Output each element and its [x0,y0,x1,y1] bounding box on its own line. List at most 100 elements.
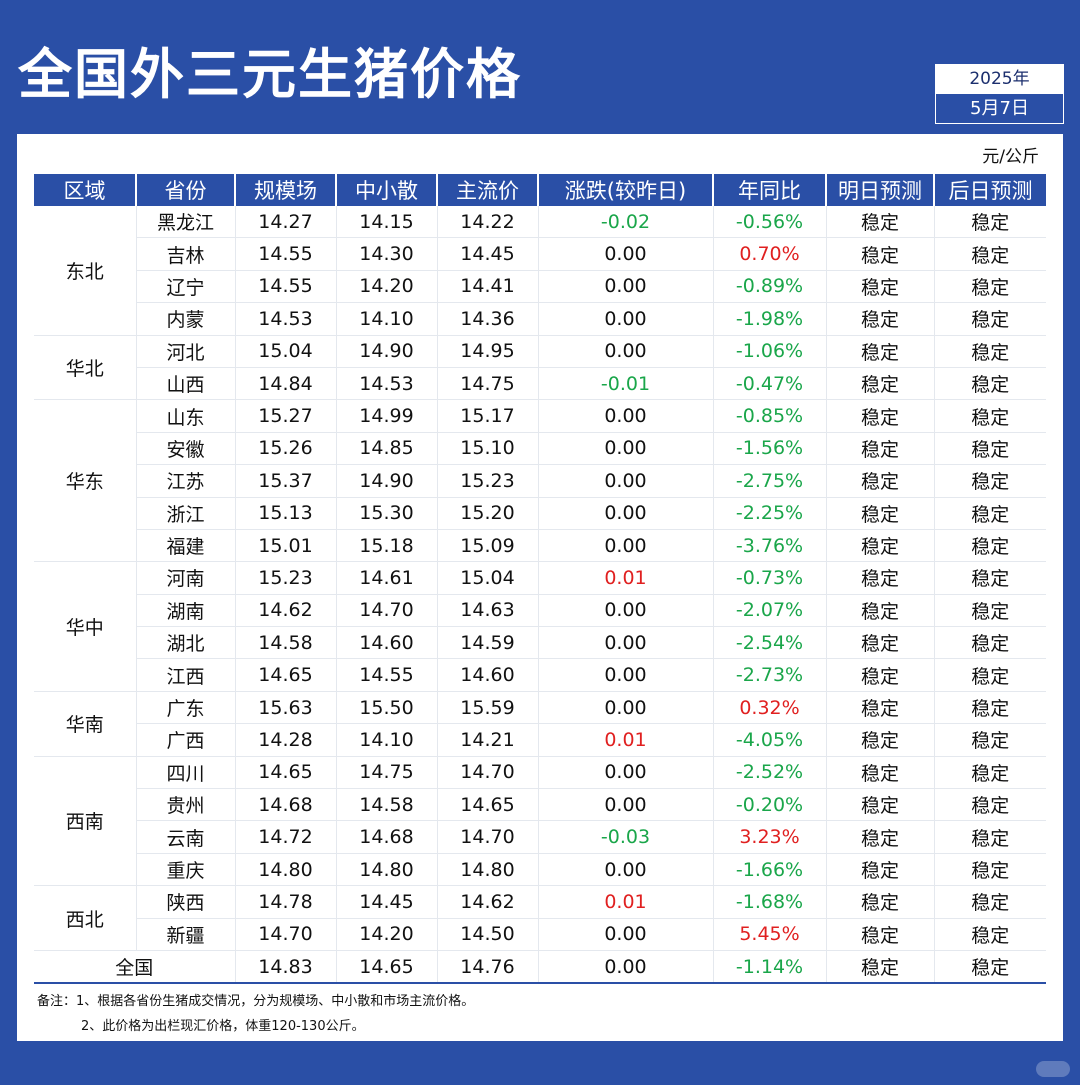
cell-province: 黑龙江 [135,206,235,239]
cell-large-farm: 15.23 [234,561,336,595]
cell-main-price: 14.65 [436,788,538,822]
cell-small-farm: 14.75 [335,756,437,790]
table-row: 湖南 14.62 14.70 14.63 0.00 -2.07% 稳定 稳定 [34,594,1046,628]
cell-change: 0.00 [537,626,713,660]
cell-forecast-tomorrow: 稳定 [825,206,934,239]
total-small-farm: 14.65 [335,950,437,985]
date-year: 2025年 [936,65,1063,93]
cell-forecast-day-after: 稳定 [933,399,1046,433]
cell-forecast-day-after: 稳定 [933,270,1046,304]
cell-change: 0.00 [537,302,713,336]
table-row: 华东 山东 15.27 14.99 15.17 0.00 -0.85% 稳定 稳定 [34,399,1046,563]
cell-forecast-day-after: 稳定 [933,464,1046,498]
cell-small-farm: 14.85 [335,432,437,466]
cell-change: 0.00 [537,335,713,368]
cell-province: 云南 [135,820,235,854]
cell-large-farm: 14.27 [234,206,336,239]
cell-large-farm: 15.13 [234,497,336,530]
cell-large-farm: 14.28 [234,723,336,757]
cell-yoy: -0.73% [712,561,826,595]
cell-province: 江苏 [135,464,235,498]
cell-province: 吉林 [135,237,235,271]
page-title: 全国外三元生猪价格 [18,43,522,106]
region-cell: 华北 [34,335,136,401]
cell-forecast-tomorrow: 稳定 [825,529,934,563]
cell-province: 内蒙 [135,302,235,336]
cell-province: 新疆 [135,918,235,951]
cell-forecast-day-after: 稳定 [933,788,1046,822]
cell-forecast-day-after: 稳定 [933,626,1046,660]
cell-yoy: -0.20% [712,788,826,822]
cell-forecast-tomorrow: 稳定 [825,367,934,401]
cell-small-farm: 14.90 [335,464,437,498]
cell-yoy: -1.68% [712,885,826,919]
cell-main-price: 14.45 [436,237,538,271]
cell-change: 0.00 [537,270,713,304]
table-row: 华中 河南 15.23 14.61 15.04 0.01 -0.73% 稳定 稳定 [34,561,1046,692]
cell-large-farm: 15.26 [234,432,336,466]
table-row: 湖北 14.58 14.60 14.59 0.00 -2.54% 稳定 稳定 [34,626,1046,660]
cell-forecast-day-after: 稳定 [933,237,1046,271]
cell-province: 重庆 [135,853,235,887]
table-row: 内蒙 14.53 14.10 14.36 0.00 -1.98% 稳定 稳定 [34,302,1046,336]
cell-yoy: 0.32% [712,691,826,725]
cell-forecast-tomorrow: 稳定 [825,626,934,660]
table-row: 重庆 14.80 14.80 14.80 0.00 -1.66% 稳定 稳定 [34,853,1046,887]
cell-small-farm: 14.55 [335,658,437,692]
cell-small-farm: 15.30 [335,497,437,530]
cell-yoy: -0.56% [712,206,826,239]
cell-small-farm: 14.45 [335,885,437,919]
cell-forecast-tomorrow: 稳定 [825,399,934,433]
cell-large-farm: 15.27 [234,399,336,433]
cell-change: 0.00 [537,399,713,433]
unit-label: 元/公斤 [982,147,1039,167]
cell-large-farm: 14.84 [234,367,336,401]
cell-main-price: 14.70 [436,820,538,854]
region-cell: 西南 [34,756,136,887]
cell-main-price: 14.75 [436,367,538,401]
cell-small-farm: 14.61 [335,561,437,595]
cell-forecast-tomorrow: 稳定 [825,594,934,628]
table-row: 华北 河北 15.04 14.90 14.95 0.00 -1.06% 稳定 稳定 [34,335,1046,401]
cell-small-farm: 14.10 [335,723,437,757]
cell-forecast-tomorrow: 稳定 [825,237,934,271]
cell-forecast-tomorrow: 稳定 [825,756,934,790]
table-row: 贵州 14.68 14.58 14.65 0.00 -0.20% 稳定 稳定 [34,788,1046,822]
cell-large-farm: 14.55 [234,237,336,271]
cell-main-price: 14.22 [436,206,538,239]
cell-large-farm: 14.62 [234,594,336,628]
table-row: 西南 四川 14.65 14.75 14.70 0.00 -2.52% 稳定 稳定 [34,756,1046,887]
cell-change: -0.03 [537,820,713,854]
note-line-2: 2、此价格为出栏现汇价格，体重120-130公斤。 [81,1019,365,1034]
cell-main-price: 14.59 [436,626,538,660]
cell-small-farm: 15.50 [335,691,437,725]
header-bar: 全国外三元生猪价格 2025年 5月7日 [0,0,1080,134]
cell-change: 0.00 [537,691,713,725]
region-cell: 华东 [34,399,136,563]
cell-yoy: -2.25% [712,497,826,530]
table-row: 新疆 14.70 14.20 14.50 0.00 5.45% 稳定 稳定 [34,918,1046,951]
cell-small-farm: 14.70 [335,594,437,628]
cell-forecast-day-after: 稳定 [933,723,1046,757]
table-row: 江苏 15.37 14.90 15.23 0.00 -2.75% 稳定 稳定 [34,464,1046,498]
cell-large-farm: 14.55 [234,270,336,304]
cell-small-farm: 14.20 [335,270,437,304]
cell-change: 0.00 [537,529,713,563]
cell-province: 山东 [135,399,235,433]
cell-forecast-day-after: 稳定 [933,658,1046,692]
cell-change: 0.01 [537,885,713,919]
cell-forecast-day-after: 稳定 [933,918,1046,951]
table-row: 吉林 14.55 14.30 14.45 0.00 0.70% 稳定 稳定 [34,237,1046,271]
table-row: 安徽 15.26 14.85 15.10 0.00 -1.56% 稳定 稳定 [34,432,1046,466]
cell-change: 0.00 [537,918,713,951]
table-row: 云南 14.72 14.68 14.70 -0.03 3.23% 稳定 稳定 [34,820,1046,854]
header-forecast-day-after: 后日预测 [933,174,1046,206]
cell-large-farm: 14.80 [234,853,336,887]
cell-forecast-tomorrow: 稳定 [825,432,934,466]
table-row: 江西 14.65 14.55 14.60 0.00 -2.73% 稳定 稳定 [34,658,1046,692]
total-row: 全国 14.83 14.65 14.76 0.00 -1.14% 稳定 稳定 [34,950,1046,985]
total-label: 全国 [34,950,235,985]
cell-forecast-tomorrow: 稳定 [825,788,934,822]
cell-large-farm: 14.72 [234,820,336,854]
date-day: 5月7日 [936,93,1063,123]
